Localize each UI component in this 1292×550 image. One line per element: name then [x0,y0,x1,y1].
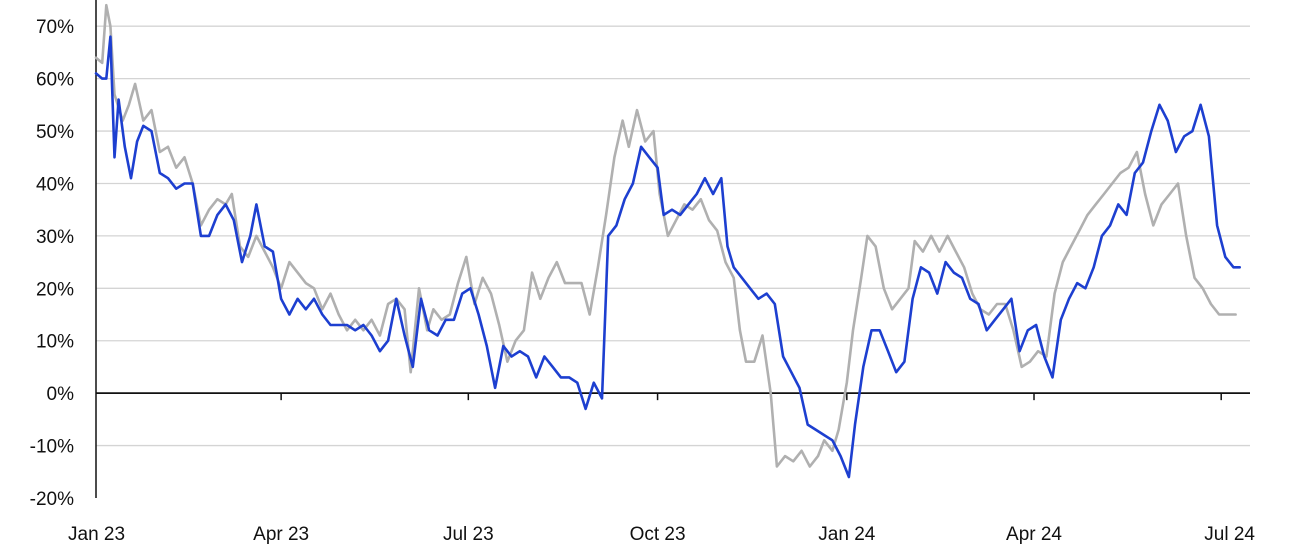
x-tick-label: Jul 24 [1204,524,1255,545]
x-tick-label: Jan 24 [818,524,875,545]
y-tick-label: -20% [30,489,74,510]
x-tick-label: Oct 23 [630,524,686,545]
axes [95,0,1250,498]
y-tick-label: 40% [36,174,74,195]
y-tick-label: -10% [30,437,74,458]
y-tick-label: 20% [36,279,74,300]
y-tick-label: 30% [36,227,74,248]
y-tick-label: 10% [36,332,74,353]
y-tick-label: 0% [47,384,75,405]
series-line-2 [94,35,1241,479]
y-tick-label: 60% [36,70,74,91]
series-line-1 [94,3,1237,468]
tick-labels: -20% -10% 0% 10% 20% 30% 40% 50% 60% 70% Jan 23 Apr… [30,17,1256,545]
x-tick-label: Jan 23 [68,524,125,545]
x-tick-label: Jul 23 [443,524,494,545]
x-tick-label: Apr 24 [1006,524,1062,545]
y-tick-label: 50% [36,122,74,143]
y-tick-label: 70% [36,17,74,38]
x-tick-label: Apr 23 [253,524,309,545]
grid-lines [96,25,1250,447]
series-lines [94,3,1241,479]
